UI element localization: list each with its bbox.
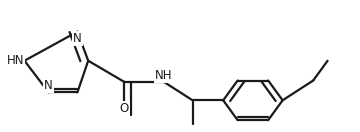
Text: NH: NH	[155, 69, 172, 82]
Text: N: N	[44, 79, 53, 92]
Text: N: N	[73, 32, 82, 45]
Text: HN: HN	[7, 54, 24, 67]
Text: O: O	[120, 102, 129, 115]
